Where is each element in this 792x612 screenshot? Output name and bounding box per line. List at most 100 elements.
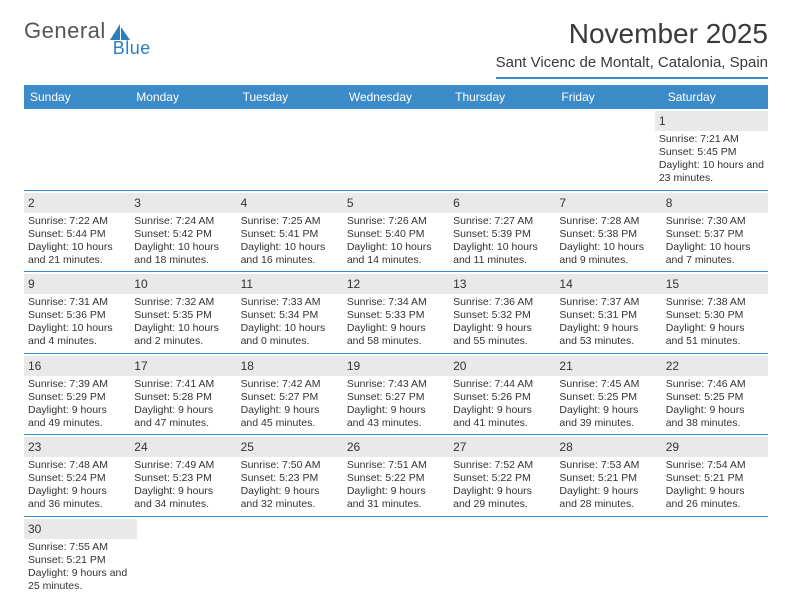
day-cell: 6 Sunrise: 7:27 AMSunset: 5:39 PMDaylight… bbox=[449, 191, 555, 272]
empty-cell bbox=[137, 517, 242, 598]
empty-cell bbox=[339, 109, 444, 190]
day-cell: 26Sunrise: 7:51 AMSunset: 5:22 PMDayligh… bbox=[343, 435, 449, 516]
day-num-row: 1 bbox=[655, 111, 768, 131]
day-number: 14 bbox=[559, 277, 572, 291]
day-number: 17 bbox=[134, 359, 147, 373]
day-info: Sunrise: 7:43 AMSunset: 5:27 PMDaylight:… bbox=[347, 378, 445, 431]
day-number: 13 bbox=[453, 277, 466, 291]
day-cell: 10Sunrise: 7:32 AMSunset: 5:35 PMDayligh… bbox=[130, 272, 236, 353]
logo: General Blue bbox=[24, 18, 132, 48]
day-number: 18 bbox=[241, 359, 254, 373]
day-number: 28 bbox=[559, 440, 572, 454]
day-number: 20 bbox=[453, 359, 466, 373]
day-info: Sunrise: 7:26 AMSunset: 5:40 PMDaylight:… bbox=[347, 215, 445, 268]
day-num-row: 13 bbox=[449, 274, 555, 294]
day-num-row: 24 bbox=[130, 437, 236, 457]
day-number: 26 bbox=[347, 440, 360, 454]
day-cell: 11Sunrise: 7:33 AMSunset: 5:34 PMDayligh… bbox=[237, 272, 343, 353]
week-row: 2 Sunrise: 7:22 AMSunset: 5:44 PMDaylight… bbox=[24, 191, 768, 273]
day-num-row: 8 bbox=[662, 193, 768, 213]
day-num-row: 21 bbox=[555, 356, 661, 376]
day-cell: 29Sunrise: 7:54 AMSunset: 5:21 PMDayligh… bbox=[662, 435, 768, 516]
title-block: November 2025 Sant Vicenc de Montalt, Ca… bbox=[496, 18, 768, 79]
day-cell: 17 Sunrise: 7:41 AMSunset: 5:28 PMDayligh… bbox=[130, 354, 236, 435]
day-number: 10 bbox=[134, 277, 147, 291]
week-row: 16 Sunrise: 7:39 AMSunset: 5:29 PMDayligh… bbox=[24, 354, 768, 436]
day-num-row: 27 bbox=[449, 437, 555, 457]
day-info: Sunrise: 7:50 AMSunset: 5:23 PMDaylight:… bbox=[241, 459, 339, 512]
calendar-body: 1 Sunrise: 7:21 AMSunset: 5:45 PMDaylight… bbox=[24, 109, 768, 597]
day-num-row: 30 bbox=[24, 519, 137, 539]
day-number: 27 bbox=[453, 440, 466, 454]
day-cell: 19 Sunrise: 7:43 AMSunset: 5:27 PMDayligh… bbox=[343, 354, 449, 435]
day-info: Sunrise: 7:48 AMSunset: 5:24 PMDaylight:… bbox=[28, 459, 126, 512]
day-info: Sunrise: 7:44 AMSunset: 5:26 PMDaylight:… bbox=[453, 378, 551, 431]
day-number: 12 bbox=[347, 277, 360, 291]
day-info: Sunrise: 7:22 AMSunset: 5:44 PMDaylight:… bbox=[28, 215, 126, 268]
day-info: Sunrise: 7:36 AMSunset: 5:32 PMDaylight:… bbox=[453, 296, 551, 349]
day-number: 8 bbox=[666, 196, 673, 210]
day-cell: 9Sunrise: 7:31 AMSunset: 5:36 PMDaylight… bbox=[24, 272, 130, 353]
day-info: Sunrise: 7:37 AMSunset: 5:31 PMDaylight:… bbox=[559, 296, 657, 349]
logo-text-general: General bbox=[24, 18, 106, 44]
day-cell: 8Sunrise: 7:30 AMSunset: 5:37 PMDaylight… bbox=[662, 191, 768, 272]
day-number: 15 bbox=[666, 277, 679, 291]
day-number: 19 bbox=[347, 359, 360, 373]
day-header: Sunday bbox=[24, 85, 130, 109]
day-number: 30 bbox=[28, 522, 41, 536]
day-info: Sunrise: 7:53 AMSunset: 5:21 PMDaylight:… bbox=[559, 459, 657, 512]
day-num-row: 4 bbox=[237, 193, 343, 213]
day-info: Sunrise: 7:21 AMSunset: 5:45 PMDaylight:… bbox=[659, 133, 764, 186]
day-cell: 18Sunrise: 7:42 AMSunset: 5:27 PMDayligh… bbox=[237, 354, 343, 435]
day-num-row: 29 bbox=[662, 437, 768, 457]
day-num-row: 18 bbox=[237, 356, 343, 376]
empty-cell bbox=[234, 109, 339, 190]
empty-cell bbox=[347, 517, 452, 598]
day-cell: 24Sunrise: 7:49 AMSunset: 5:23 PMDayligh… bbox=[130, 435, 236, 516]
day-info: Sunrise: 7:24 AMSunset: 5:42 PMDaylight:… bbox=[134, 215, 232, 268]
month-title: November 2025 bbox=[496, 18, 768, 50]
day-info: Sunrise: 7:45 AMSunset: 5:25 PMDaylight:… bbox=[559, 378, 657, 431]
day-num-row: 7 bbox=[555, 193, 661, 213]
day-cell: 25Sunrise: 7:50 AMSunset: 5:23 PMDayligh… bbox=[237, 435, 343, 516]
day-num-row: 6 bbox=[449, 193, 555, 213]
day-info: Sunrise: 7:27 AMSunset: 5:39 PMDaylight:… bbox=[453, 215, 551, 268]
day-num-row: 17 bbox=[130, 356, 236, 376]
day-num-row: 3 bbox=[130, 193, 236, 213]
day-cell: 15 Sunrise: 7:38 AMSunset: 5:30 PMDayligh… bbox=[662, 272, 768, 353]
week-row: 23Sunrise: 7:48 AMSunset: 5:24 PMDayligh… bbox=[24, 435, 768, 517]
day-cell: 27Sunrise: 7:52 AMSunset: 5:22 PMDayligh… bbox=[449, 435, 555, 516]
day-num-row: 14 bbox=[555, 274, 661, 294]
empty-cell bbox=[445, 109, 550, 190]
day-num-row: 10 bbox=[130, 274, 236, 294]
day-cell: 30 Sunrise: 7:55 AMSunset: 5:21 PMDayligh… bbox=[24, 517, 137, 598]
day-info: Sunrise: 7:33 AMSunset: 5:34 PMDaylight:… bbox=[241, 296, 339, 349]
day-number: 5 bbox=[347, 196, 354, 210]
day-info: Sunrise: 7:41 AMSunset: 5:28 PMDaylight:… bbox=[134, 378, 232, 431]
day-info: Sunrise: 7:38 AMSunset: 5:30 PMDaylight:… bbox=[666, 296, 764, 349]
day-number: 21 bbox=[559, 359, 572, 373]
day-header: Friday bbox=[555, 85, 661, 109]
day-number: 9 bbox=[28, 277, 35, 291]
day-num-row: 5 bbox=[343, 193, 449, 213]
day-cell: 1 Sunrise: 7:21 AMSunset: 5:45 PMDaylight… bbox=[655, 109, 768, 190]
day-number: 2 bbox=[28, 196, 35, 210]
day-cell: 13 Sunrise: 7:36 AMSunset: 5:32 PMDayligh… bbox=[449, 272, 555, 353]
empty-cell bbox=[24, 109, 129, 190]
day-info: Sunrise: 7:46 AMSunset: 5:25 PMDaylight:… bbox=[666, 378, 764, 431]
day-number: 1 bbox=[659, 114, 666, 128]
day-info: Sunrise: 7:55 AMSunset: 5:21 PMDaylight:… bbox=[28, 541, 133, 594]
day-cell: 20 Sunrise: 7:44 AMSunset: 5:26 PMDayligh… bbox=[449, 354, 555, 435]
day-info: Sunrise: 7:39 AMSunset: 5:29 PMDaylight:… bbox=[28, 378, 126, 431]
day-header: Saturday bbox=[662, 85, 768, 109]
day-cell: 3Sunrise: 7:24 AMSunset: 5:42 PMDaylight… bbox=[130, 191, 236, 272]
day-number: 6 bbox=[453, 196, 460, 210]
calendar: SundayMondayTuesdayWednesdayThursdayFrid… bbox=[24, 85, 768, 597]
day-cell: 5 Sunrise: 7:26 AMSunset: 5:40 PMDaylight… bbox=[343, 191, 449, 272]
day-num-row: 28 bbox=[555, 437, 661, 457]
day-num-row: 12 bbox=[343, 274, 449, 294]
day-info: Sunrise: 7:34 AMSunset: 5:33 PMDaylight:… bbox=[347, 296, 445, 349]
day-info: Sunrise: 7:25 AMSunset: 5:41 PMDaylight:… bbox=[241, 215, 339, 268]
day-number: 16 bbox=[28, 359, 41, 373]
day-info: Sunrise: 7:28 AMSunset: 5:38 PMDaylight:… bbox=[559, 215, 657, 268]
